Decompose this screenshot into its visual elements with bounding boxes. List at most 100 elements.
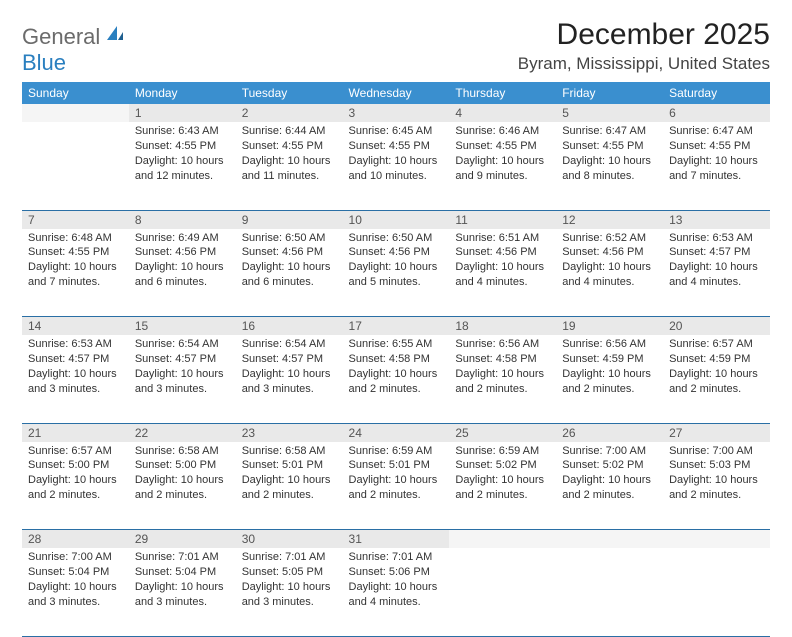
sunset-line: Sunset: 5:06 PM	[349, 565, 444, 580]
day-number-cell: 12	[556, 210, 663, 229]
sunrise-line: Sunrise: 6:58 AM	[242, 444, 337, 459]
day-number-cell: 2	[236, 104, 343, 122]
sunrise-line: Sunrise: 6:49 AM	[135, 231, 230, 246]
logo-text: General Blue	[22, 24, 125, 76]
day-number-cell	[556, 530, 663, 549]
sunrise-line: Sunrise: 6:54 AM	[242, 337, 337, 352]
day-info-cell: Sunrise: 6:51 AMSunset: 4:56 PMDaylight:…	[449, 229, 556, 317]
sunrise-line: Sunrise: 7:00 AM	[562, 444, 657, 459]
sunset-line: Sunset: 5:03 PM	[669, 458, 764, 473]
weekday-header: Tuesday	[236, 82, 343, 104]
daylight-line: Daylight: 10 hours and 2 minutes.	[455, 473, 550, 503]
day-info-cell: Sunrise: 7:01 AMSunset: 5:06 PMDaylight:…	[343, 548, 450, 636]
sunset-line: Sunset: 4:57 PM	[669, 245, 764, 260]
daylight-line: Daylight: 10 hours and 7 minutes.	[669, 154, 764, 184]
daylight-line: Daylight: 10 hours and 3 minutes.	[28, 367, 123, 397]
location: Byram, Mississippi, United States	[518, 54, 770, 74]
day-number-cell: 17	[343, 317, 450, 336]
sunrise-line: Sunrise: 6:46 AM	[455, 124, 550, 139]
day-info-cell: Sunrise: 6:50 AMSunset: 4:56 PMDaylight:…	[236, 229, 343, 317]
daylight-line: Daylight: 10 hours and 3 minutes.	[28, 580, 123, 610]
sunrise-line: Sunrise: 6:57 AM	[669, 337, 764, 352]
sunset-line: Sunset: 4:56 PM	[242, 245, 337, 260]
day-number-cell: 18	[449, 317, 556, 336]
sunrise-line: Sunrise: 6:52 AM	[562, 231, 657, 246]
daylight-line: Daylight: 10 hours and 6 minutes.	[242, 260, 337, 290]
daylight-line: Daylight: 10 hours and 4 minutes.	[349, 580, 444, 610]
sunset-line: Sunset: 5:05 PM	[242, 565, 337, 580]
day-info-cell: Sunrise: 6:58 AMSunset: 5:00 PMDaylight:…	[129, 442, 236, 530]
day-info-cell: Sunrise: 6:45 AMSunset: 4:55 PMDaylight:…	[343, 122, 450, 210]
sunset-line: Sunset: 4:59 PM	[669, 352, 764, 367]
logo-word-2: Blue	[22, 50, 66, 75]
sunset-line: Sunset: 4:58 PM	[349, 352, 444, 367]
day-number-cell: 10	[343, 210, 450, 229]
sunset-line: Sunset: 4:59 PM	[562, 352, 657, 367]
sunset-line: Sunset: 4:57 PM	[242, 352, 337, 367]
day-info-cell: Sunrise: 6:56 AMSunset: 4:58 PMDaylight:…	[449, 335, 556, 423]
day-info-row: Sunrise: 7:00 AMSunset: 5:04 PMDaylight:…	[22, 548, 770, 636]
logo-word-1: General	[22, 24, 100, 49]
day-number-cell: 15	[129, 317, 236, 336]
day-info-row: Sunrise: 6:57 AMSunset: 5:00 PMDaylight:…	[22, 442, 770, 530]
sunset-line: Sunset: 5:04 PM	[28, 565, 123, 580]
daylight-line: Daylight: 10 hours and 4 minutes.	[455, 260, 550, 290]
sunrise-line: Sunrise: 6:56 AM	[455, 337, 550, 352]
daylight-line: Daylight: 10 hours and 2 minutes.	[135, 473, 230, 503]
sunrise-line: Sunrise: 6:48 AM	[28, 231, 123, 246]
day-number-cell: 11	[449, 210, 556, 229]
day-number-cell: 19	[556, 317, 663, 336]
day-info-cell: Sunrise: 6:53 AMSunset: 4:57 PMDaylight:…	[663, 229, 770, 317]
day-number-cell: 5	[556, 104, 663, 122]
sunrise-line: Sunrise: 6:53 AM	[669, 231, 764, 246]
sunrise-line: Sunrise: 6:44 AM	[242, 124, 337, 139]
daylight-line: Daylight: 10 hours and 2 minutes.	[242, 473, 337, 503]
sunset-line: Sunset: 5:01 PM	[349, 458, 444, 473]
sunset-line: Sunset: 4:55 PM	[28, 245, 123, 260]
logo: General Blue	[22, 24, 125, 76]
day-number-cell: 4	[449, 104, 556, 122]
weekday-header: Friday	[556, 82, 663, 104]
sunrise-line: Sunrise: 6:57 AM	[28, 444, 123, 459]
day-number-cell: 7	[22, 210, 129, 229]
sunrise-line: Sunrise: 6:50 AM	[242, 231, 337, 246]
daylight-line: Daylight: 10 hours and 7 minutes.	[28, 260, 123, 290]
daylight-line: Daylight: 10 hours and 2 minutes.	[349, 473, 444, 503]
page-header: General Blue December 2025 Byram, Missis…	[22, 18, 770, 76]
sunrise-line: Sunrise: 7:00 AM	[669, 444, 764, 459]
sunset-line: Sunset: 4:56 PM	[562, 245, 657, 260]
day-info-cell: Sunrise: 6:59 AMSunset: 5:01 PMDaylight:…	[343, 442, 450, 530]
day-number-cell: 13	[663, 210, 770, 229]
sunset-line: Sunset: 4:55 PM	[455, 139, 550, 154]
sunrise-line: Sunrise: 6:55 AM	[349, 337, 444, 352]
day-info-cell: Sunrise: 6:44 AMSunset: 4:55 PMDaylight:…	[236, 122, 343, 210]
day-info-cell: Sunrise: 7:01 AMSunset: 5:05 PMDaylight:…	[236, 548, 343, 636]
day-info-cell: Sunrise: 6:57 AMSunset: 4:59 PMDaylight:…	[663, 335, 770, 423]
weekday-header: Thursday	[449, 82, 556, 104]
daylight-line: Daylight: 10 hours and 12 minutes.	[135, 154, 230, 184]
day-info-cell: Sunrise: 6:53 AMSunset: 4:57 PMDaylight:…	[22, 335, 129, 423]
sunset-line: Sunset: 5:02 PM	[562, 458, 657, 473]
weekday-header: Saturday	[663, 82, 770, 104]
sunrise-line: Sunrise: 6:47 AM	[562, 124, 657, 139]
daylight-line: Daylight: 10 hours and 9 minutes.	[455, 154, 550, 184]
day-info-cell: Sunrise: 6:54 AMSunset: 4:57 PMDaylight:…	[236, 335, 343, 423]
sunset-line: Sunset: 4:55 PM	[562, 139, 657, 154]
day-info-cell: Sunrise: 7:00 AMSunset: 5:02 PMDaylight:…	[556, 442, 663, 530]
sunrise-line: Sunrise: 6:43 AM	[135, 124, 230, 139]
daylight-line: Daylight: 10 hours and 6 minutes.	[135, 260, 230, 290]
sunset-line: Sunset: 4:58 PM	[455, 352, 550, 367]
sunset-line: Sunset: 5:01 PM	[242, 458, 337, 473]
daylight-line: Daylight: 10 hours and 4 minutes.	[669, 260, 764, 290]
day-number-cell: 21	[22, 423, 129, 442]
day-info-cell	[22, 122, 129, 210]
daylight-line: Daylight: 10 hours and 2 minutes.	[562, 367, 657, 397]
day-number-row: 28293031	[22, 530, 770, 549]
day-number-cell: 26	[556, 423, 663, 442]
day-info-cell: Sunrise: 6:47 AMSunset: 4:55 PMDaylight:…	[556, 122, 663, 210]
day-number-cell: 8	[129, 210, 236, 229]
sunset-line: Sunset: 5:00 PM	[135, 458, 230, 473]
day-info-row: Sunrise: 6:48 AMSunset: 4:55 PMDaylight:…	[22, 229, 770, 317]
weekday-header: Sunday	[22, 82, 129, 104]
day-number-cell	[449, 530, 556, 549]
